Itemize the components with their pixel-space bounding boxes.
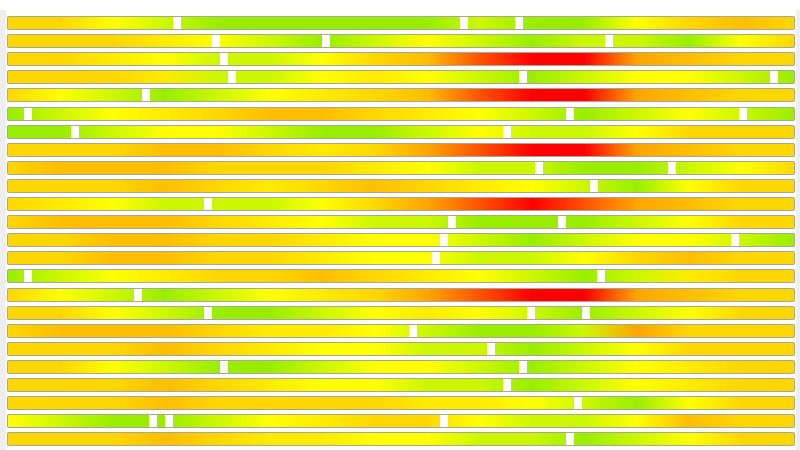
- marker[interactable]: [23, 107, 32, 120]
- marker[interactable]: [581, 306, 590, 319]
- heat-bar[interactable]: [7, 197, 795, 211]
- marker[interactable]: [165, 415, 174, 428]
- marker[interactable]: [212, 35, 221, 48]
- marker[interactable]: [526, 306, 535, 319]
- marker[interactable]: [503, 379, 512, 391]
- right-scrollbar-track[interactable]: [796, 10, 800, 450]
- marker[interactable]: [565, 433, 574, 446]
- marker[interactable]: [597, 270, 606, 283]
- marker[interactable]: [518, 360, 527, 373]
- marker[interactable]: [514, 17, 523, 29]
- marker[interactable]: [408, 324, 417, 337]
- marker[interactable]: [172, 17, 181, 29]
- marker[interactable]: [534, 161, 543, 174]
- heat-bar[interactable]: [7, 378, 795, 392]
- marker[interactable]: [518, 71, 527, 84]
- marker[interactable]: [432, 252, 441, 265]
- heat-bar[interactable]: [7, 414, 795, 429]
- heat-bar[interactable]: [7, 341, 795, 356]
- marker[interactable]: [228, 71, 236, 84]
- marker[interactable]: [605, 35, 614, 48]
- heat-bar[interactable]: [7, 233, 795, 248]
- heat-bar[interactable]: [7, 178, 795, 193]
- marker[interactable]: [133, 288, 142, 301]
- marker[interactable]: [23, 270, 32, 283]
- marker[interactable]: [204, 306, 213, 319]
- marker[interactable]: [770, 71, 779, 84]
- heat-bar[interactable]: [7, 215, 795, 230]
- marker[interactable]: [738, 107, 747, 120]
- marker[interactable]: [573, 397, 582, 410]
- marker[interactable]: [204, 198, 213, 210]
- marker[interactable]: [220, 53, 229, 66]
- heat-bar[interactable]: [7, 432, 795, 447]
- marker[interactable]: [589, 179, 598, 192]
- marker[interactable]: [220, 360, 229, 373]
- heat-bar[interactable]: [7, 106, 795, 121]
- heat-bar[interactable]: [7, 269, 795, 284]
- marker[interactable]: [487, 342, 496, 355]
- marker[interactable]: [668, 161, 677, 174]
- heat-bar[interactable]: [7, 52, 795, 67]
- marker[interactable]: [448, 216, 457, 229]
- heat-bar[interactable]: [7, 251, 795, 266]
- heat-bar[interactable]: [7, 396, 795, 411]
- heat-bar[interactable]: [7, 323, 795, 338]
- heat-bar[interactable]: [7, 124, 795, 139]
- heat-bar[interactable]: [7, 305, 795, 320]
- marker[interactable]: [558, 216, 567, 229]
- heat-bar[interactable]: [7, 160, 795, 175]
- marker[interactable]: [565, 107, 574, 120]
- heat-bar[interactable]: [7, 16, 795, 30]
- heat-bar[interactable]: [7, 142, 795, 157]
- heat-bar[interactable]: [7, 88, 795, 103]
- marker[interactable]: [731, 234, 740, 247]
- marker[interactable]: [440, 234, 449, 247]
- heat-bar[interactable]: [7, 70, 795, 85]
- left-panel-edge: [0, 10, 6, 450]
- marker[interactable]: [322, 35, 331, 48]
- heat-bar[interactable]: [7, 34, 795, 49]
- marker[interactable]: [440, 415, 449, 428]
- heat-bar[interactable]: [7, 287, 795, 302]
- marker[interactable]: [149, 415, 158, 428]
- marker[interactable]: [503, 125, 512, 138]
- marker[interactable]: [141, 89, 150, 102]
- marker[interactable]: [459, 17, 468, 29]
- heat-bar[interactable]: [7, 359, 795, 374]
- marker[interactable]: [70, 125, 79, 138]
